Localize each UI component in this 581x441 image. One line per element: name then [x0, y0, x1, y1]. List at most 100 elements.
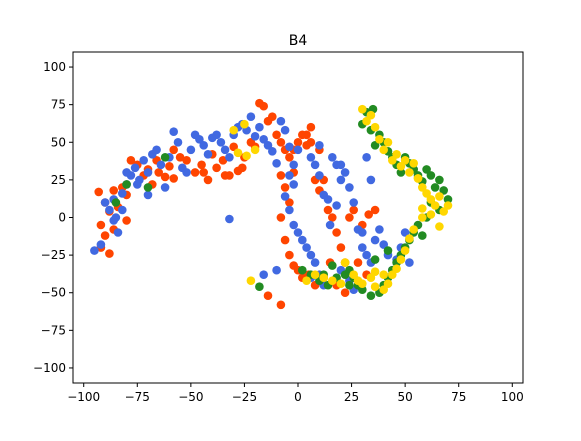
scatter-point-series-1: [280, 235, 290, 245]
scatter-point-series-2: [362, 250, 371, 260]
scatter-point-series-2: [259, 135, 269, 144]
scatter-point-series-1: [126, 156, 136, 165]
scatter-point-series-2: [100, 198, 110, 207]
scatter-point-series-4: [400, 246, 410, 255]
scatter-point-series-4: [353, 276, 363, 286]
scatter-point-series-4: [396, 162, 406, 171]
x-tick-label: 75: [451, 390, 466, 404]
scatter-point-series-1: [276, 213, 286, 222]
scatter-point-series-1: [285, 198, 294, 207]
scatter-point-series-1: [169, 174, 178, 183]
scatter-point-series-4: [366, 273, 376, 283]
scatter-point-series-3: [426, 171, 436, 180]
scatter-point-series-2: [182, 168, 191, 177]
chart-title: B4: [289, 33, 308, 49]
scatter-point-series-2: [268, 147, 277, 156]
scatter-point-series-1: [96, 220, 106, 230]
scatter-point-series-2: [133, 180, 142, 189]
scatter-point-series-4: [246, 276, 256, 286]
scatter-point-series-1: [100, 231, 110, 240]
scatter-point-series-2: [122, 168, 131, 177]
scatter-point-series-4: [405, 234, 414, 243]
scatter-point-series-2: [186, 145, 196, 155]
scatter-point-series-4: [426, 195, 436, 204]
scatter-point-series-2: [370, 235, 380, 245]
scatter-point-series-1: [169, 145, 178, 155]
scatter-point-series-4: [328, 276, 337, 286]
scatter-points: [90, 98, 453, 310]
scatter-point-series-2: [225, 153, 234, 162]
axes-frame: [72, 51, 524, 384]
scatter-point-series-2: [169, 127, 178, 136]
scatter-point-series-2: [276, 116, 286, 126]
scatter-point-series-2: [272, 159, 281, 168]
scatter-point-series-1: [203, 175, 213, 185]
scatter-point-series-4: [229, 125, 238, 135]
scatter-point-series-2: [289, 160, 299, 170]
x-tick-label: −50: [178, 390, 203, 404]
scatter-point-series-3: [366, 291, 376, 301]
scatter-point-series-1: [160, 172, 170, 182]
scatter-point-series-1: [340, 288, 350, 298]
scatter-point-series-3: [340, 270, 350, 280]
scatter-point-series-2: [298, 235, 307, 245]
y-tick-label: −75: [41, 323, 66, 337]
scatter-point-series-1: [154, 168, 163, 177]
scatter-point-series-2: [349, 198, 359, 207]
scatter-point-series-1: [336, 243, 346, 252]
scatter-point-series-1: [218, 156, 228, 165]
scatter-point-series-2: [336, 175, 346, 185]
scatter-point-series-3: [111, 198, 121, 207]
scatter-point-series-2: [143, 168, 153, 177]
x-tick-label: −25: [232, 390, 257, 404]
scatter-point-series-1: [285, 250, 294, 260]
scatter-point-series-2: [143, 190, 153, 200]
scatter-point-series-2: [259, 270, 269, 280]
scatter-point-series-4: [435, 192, 444, 201]
scatter-point-series-2: [199, 141, 208, 150]
scatter-point-series-1: [190, 168, 200, 177]
scatter-point-series-3: [370, 255, 380, 264]
scatter-point-series-3: [418, 231, 427, 240]
scatter-point-series-4: [413, 174, 423, 183]
scatter-point-series-1: [105, 249, 114, 258]
scatter-point-series-1: [263, 291, 273, 301]
scatter-point-series-2: [358, 243, 367, 252]
scatter-point-series-2: [328, 153, 337, 162]
scatter-point-series-2: [400, 228, 410, 237]
scatter-point-series-4: [358, 104, 367, 114]
y-tick-label: 50: [51, 135, 66, 149]
scatter-point-series-1: [306, 122, 316, 132]
scatter-point-series-1: [197, 160, 206, 170]
scatter-point-series-4: [418, 213, 427, 222]
scatter-point-series-2: [332, 201, 341, 210]
scatter-point-series-3: [422, 165, 431, 174]
scatter-point-series-4: [422, 189, 431, 198]
scatter-point-series-4: [370, 282, 380, 292]
scatter-point-series-3: [435, 175, 444, 185]
scatter-point-series-1: [349, 205, 359, 215]
scatter-point-series-4: [388, 270, 397, 280]
scatter-point-series-4: [366, 110, 376, 120]
scatter-point-series-2: [285, 205, 294, 215]
scatter-point-series-2: [139, 156, 148, 165]
x-tick-label: 0: [294, 390, 302, 404]
y-tick-label: −50: [41, 286, 66, 300]
scatter-point-series-1: [182, 156, 191, 165]
scatter-point-series-2: [285, 171, 294, 180]
scatter-point-series-1: [280, 183, 290, 192]
scatter-point-series-4: [418, 183, 427, 192]
scatter-point-series-2: [289, 220, 299, 230]
scatter-point-series-2: [325, 220, 335, 230]
scatter-point-series-2: [289, 180, 299, 189]
scatter-point-series-3: [345, 280, 354, 290]
scatter-point-series-1: [328, 213, 337, 222]
scatter-point-series-3: [370, 141, 380, 150]
scatter-point-series-1: [259, 101, 269, 111]
scatter-point-series-4: [349, 270, 359, 280]
scatter-point-series-2: [203, 150, 213, 159]
scatter-point-series-4: [430, 201, 440, 210]
scatter-point-series-2: [379, 240, 389, 249]
scatter-point-series-2: [375, 225, 384, 234]
